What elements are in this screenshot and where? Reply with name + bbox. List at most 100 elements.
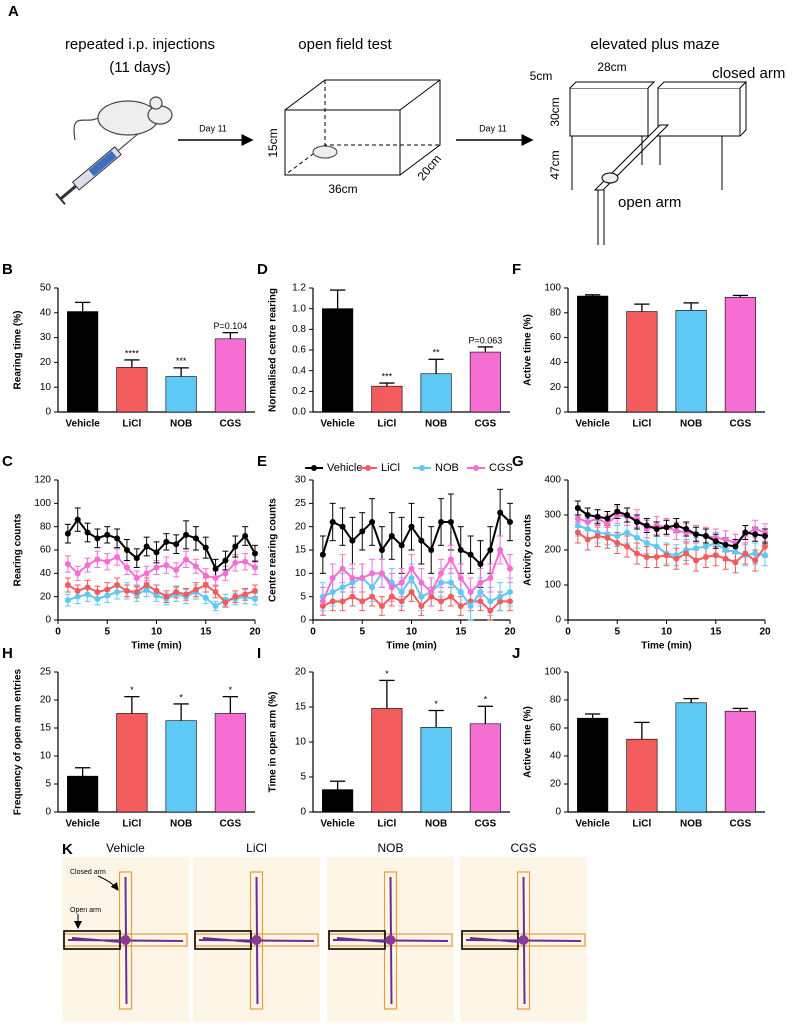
point (418, 603, 425, 609)
x-tick-label: CGS (220, 419, 242, 430)
y-tick-label: 10 (40, 751, 52, 762)
x-tick-label: 15 (200, 627, 212, 638)
point (378, 603, 385, 609)
point (388, 533, 395, 539)
point (584, 526, 591, 532)
point (428, 589, 435, 595)
point (497, 509, 504, 516)
point (339, 565, 346, 572)
significance-label: * (179, 692, 183, 702)
point (487, 607, 494, 614)
point (212, 565, 219, 572)
point (398, 579, 405, 586)
x-tick-label: LiCl (377, 819, 396, 830)
y-axis-label: Rearing counts (13, 513, 24, 586)
y-tick-label: 0.8 (292, 324, 306, 335)
x-tick-label: 20 (249, 627, 261, 638)
bar (420, 373, 452, 413)
point (732, 548, 739, 555)
track-title: LiCl (246, 841, 267, 855)
track-center (385, 935, 396, 945)
legend-marker (365, 465, 371, 471)
point (712, 538, 719, 545)
point (702, 554, 709, 560)
y-tick-label: 0 (300, 615, 306, 626)
point (64, 582, 71, 588)
x-tick-label: 20 (759, 627, 771, 638)
point (123, 547, 130, 553)
point (388, 584, 395, 591)
point (574, 515, 581, 522)
point (252, 587, 258, 594)
point (457, 547, 464, 553)
point (467, 589, 474, 595)
point (467, 603, 474, 609)
maze-title: elevated plus maze (590, 36, 719, 53)
point (633, 550, 640, 557)
point (242, 533, 249, 539)
point (614, 533, 621, 539)
y-tick-label: 5 (300, 591, 306, 602)
point (319, 551, 326, 558)
significance-label: **** (125, 348, 140, 358)
point (624, 529, 631, 536)
point (114, 554, 121, 560)
point (693, 545, 700, 552)
note-arrow (97, 875, 119, 891)
y-tick-label: 20 (550, 382, 562, 393)
x-tick-label: LiCl (632, 419, 651, 430)
point (173, 566, 180, 573)
bar (214, 338, 246, 413)
point (497, 547, 504, 553)
y-tick-label: 20 (295, 667, 307, 678)
y-tick-label: 0 (555, 407, 561, 418)
bar (371, 708, 403, 813)
point (222, 599, 229, 606)
x-tick-label: 15 (710, 627, 722, 638)
y-tick-label: 20 (40, 695, 52, 706)
point (722, 541, 729, 548)
track-center (120, 935, 131, 945)
point (398, 589, 405, 595)
point (232, 559, 239, 566)
dimension-label: 28cm (597, 60, 626, 74)
point (722, 536, 729, 543)
point (477, 589, 484, 595)
y-axis-label: Rearing time (%) (13, 311, 24, 390)
bar (322, 308, 354, 413)
panel-letter: A (8, 3, 19, 20)
point (762, 552, 768, 559)
x-tick-label: CGS (220, 819, 242, 830)
point (212, 603, 219, 609)
panel-letter: I (257, 645, 261, 662)
y-tick-label: 0.2 (292, 386, 306, 397)
y-tick-label: 15 (295, 702, 307, 713)
point (594, 533, 601, 539)
point (212, 589, 219, 595)
point (104, 531, 111, 538)
point (722, 547, 729, 553)
bar (469, 351, 501, 413)
point (408, 523, 415, 530)
significance-label: * (229, 685, 233, 695)
y-tick-label: 25 (295, 498, 307, 509)
point (192, 586, 199, 593)
point (369, 593, 376, 600)
y-tick-label: 40 (550, 751, 562, 762)
point (183, 591, 190, 598)
y-tick-label: 60 (550, 723, 562, 734)
point (349, 537, 356, 544)
point (507, 565, 513, 572)
arrow-label: Day 11 (199, 123, 227, 133)
panel-letter: G (512, 453, 524, 470)
point (418, 537, 425, 544)
point (693, 557, 700, 564)
y-tick-label: 5 (300, 772, 306, 783)
y-tick-label: 0 (555, 615, 561, 626)
point (624, 512, 631, 518)
y-axis-label: Activity counts (523, 514, 534, 586)
point (438, 519, 445, 525)
y-tick-label: 80 (550, 695, 562, 706)
point (183, 556, 190, 563)
point (114, 589, 121, 595)
